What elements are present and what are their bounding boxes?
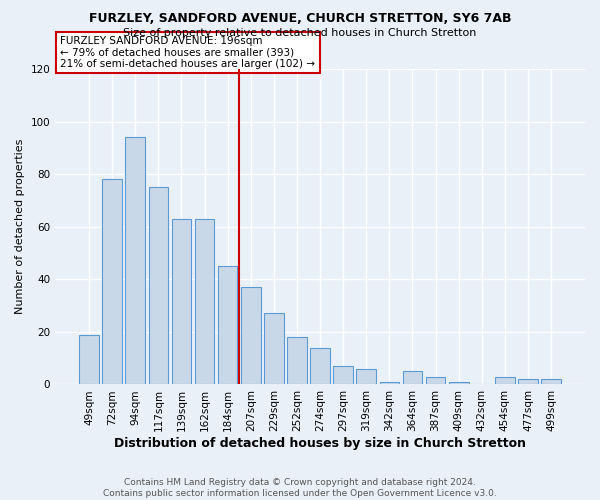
Bar	[380, 382, 399, 384]
Bar	[241, 287, 260, 384]
Bar	[449, 382, 469, 384]
Bar	[172, 219, 191, 384]
Bar	[125, 138, 145, 384]
Bar	[218, 266, 238, 384]
Bar	[518, 379, 538, 384]
Text: FURZLEY SANDFORD AVENUE: 196sqm
← 79% of detached houses are smaller (393)
21% o: FURZLEY SANDFORD AVENUE: 196sqm ← 79% of…	[61, 36, 316, 69]
Text: FURZLEY, SANDFORD AVENUE, CHURCH STRETTON, SY6 7AB: FURZLEY, SANDFORD AVENUE, CHURCH STRETTO…	[89, 12, 511, 26]
Text: Contains HM Land Registry data © Crown copyright and database right 2024.
Contai: Contains HM Land Registry data © Crown c…	[103, 478, 497, 498]
Bar	[403, 372, 422, 384]
Bar	[103, 180, 122, 384]
Bar	[287, 337, 307, 384]
Bar	[310, 348, 330, 385]
Bar	[334, 366, 353, 384]
Bar	[495, 376, 515, 384]
Bar	[541, 379, 561, 384]
Bar	[356, 368, 376, 384]
X-axis label: Distribution of detached houses by size in Church Stretton: Distribution of detached houses by size …	[114, 437, 526, 450]
Bar	[264, 314, 284, 384]
Bar	[426, 376, 445, 384]
Text: Size of property relative to detached houses in Church Stretton: Size of property relative to detached ho…	[124, 28, 476, 38]
Bar	[149, 188, 168, 384]
Y-axis label: Number of detached properties: Number of detached properties	[15, 139, 25, 314]
Bar	[195, 219, 214, 384]
Bar	[79, 334, 99, 384]
